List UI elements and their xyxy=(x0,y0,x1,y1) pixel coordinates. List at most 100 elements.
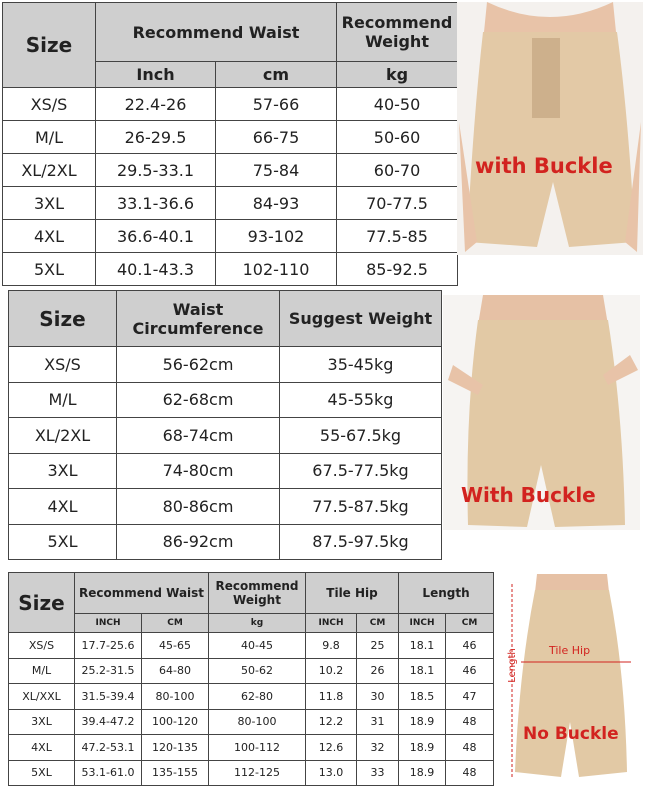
table-cell: 93-102 xyxy=(214,219,338,253)
table-cell: 40-45 xyxy=(208,632,306,659)
table-cell: 18.1 xyxy=(398,657,447,684)
table-cell: 45-55kg xyxy=(279,381,442,418)
table-cell: 70-77.5 xyxy=(336,186,459,220)
table-row: 4XL 80-86cm 77.5-87.5kg xyxy=(8,488,442,525)
photo-art xyxy=(497,572,643,788)
table-cell: 45-65 xyxy=(141,632,209,659)
table-row: 4XL 36.6-40.1 93-102 77.5-85 xyxy=(2,219,459,253)
table-cell: 17.7-25.6 xyxy=(74,632,142,659)
column-header: Size xyxy=(8,290,117,347)
table-cell: XL/2XL xyxy=(8,417,117,454)
sub-header: CM xyxy=(355,613,400,633)
table-cell: 31.5-39.4 xyxy=(74,683,142,710)
table-cell: 25 xyxy=(355,632,400,659)
sub-header: INCH xyxy=(74,613,142,633)
size-table-1: Size Recommend Waist Recommend Weight Inch c… xyxy=(2,2,459,286)
size-header: Size xyxy=(8,572,75,633)
table-cell: 26-29.5 xyxy=(95,120,216,154)
table-cell: 36.6-40.1 xyxy=(95,219,216,253)
table-cell: 84-93 xyxy=(214,186,338,220)
table-cell: 48 xyxy=(445,708,495,735)
table-cell: 112-125 xyxy=(208,759,306,786)
table-row: 5XL 53.1-61.0 135-155 112-125 13.0 33 18.9 48 xyxy=(8,759,495,786)
table-cell: 50-62 xyxy=(208,657,306,684)
table-cell: 102-110 xyxy=(214,252,338,286)
table-row: M/L 26-29.5 66-75 50-60 xyxy=(2,120,459,154)
table-row: 3XL 39.4-47.2 100-120 80-100 12.2 31 18.9 48 xyxy=(8,708,495,735)
sub-header: CM xyxy=(141,613,209,633)
table-cell: 77.5-85 xyxy=(336,219,459,253)
table-cell: 48 xyxy=(445,759,495,786)
table-cell: 10.2 xyxy=(305,657,357,684)
table-cell: 68-74cm xyxy=(116,417,280,454)
table-cell: 57-66 xyxy=(214,87,338,121)
table-cell: XL/XXL xyxy=(8,683,75,710)
table-cell: XL/2XL xyxy=(2,153,96,187)
table-cell: 26 xyxy=(355,657,400,684)
table-row: XL/2XL 29.5-33.1 75-84 60-70 xyxy=(2,153,459,187)
hip-label: Tile Hip xyxy=(549,644,591,657)
table-cell: 33 xyxy=(355,759,400,786)
size-table-2: Size Waist Circumference Suggest Weight XS/… xyxy=(8,290,442,560)
photo-label: With Buckle xyxy=(461,483,596,507)
table-cell: 18.9 xyxy=(398,734,447,761)
table-cell: 3XL xyxy=(8,452,117,489)
table-cell: 100-120 xyxy=(141,708,209,735)
table-row: XL/2XL 68-74cm 55-67.5kg xyxy=(8,417,442,454)
sub-header: INCH xyxy=(305,613,357,633)
table-cell: 3XL xyxy=(2,186,96,220)
table-cell: M/L xyxy=(8,657,75,684)
table-cell: 60-70 xyxy=(336,153,459,187)
table-cell: 39.4-47.2 xyxy=(74,708,142,735)
table-cell: 30 xyxy=(355,683,400,710)
sub-header: kg xyxy=(208,613,306,633)
table-row: INCH CM kg INCH CM INCH CM xyxy=(9,613,495,633)
sub-header: INCH xyxy=(398,613,447,633)
table-cell: 55-67.5kg xyxy=(279,417,442,454)
table-cell: XS/S xyxy=(8,632,75,659)
table-cell: 47.2-53.1 xyxy=(74,734,142,761)
table-row: M/L 25.2-31.5 64-80 50-62 10.2 26 18.1 46 xyxy=(8,657,495,684)
table-cell: 74-80cm xyxy=(116,452,280,489)
table-row: XS/S 56-62cm 35-45kg xyxy=(8,346,442,383)
table-cell: 120-135 xyxy=(141,734,209,761)
sub-header: cm xyxy=(214,61,338,88)
table-cell: 4XL xyxy=(2,219,96,253)
table-cell: 87.5-97.5kg xyxy=(279,523,442,560)
table-cell: 40.1-43.3 xyxy=(95,252,216,286)
size-table-3: Size Recommend Waist Recommend Weight Tile … xyxy=(8,572,495,786)
table-cell: 18.9 xyxy=(398,708,447,735)
table-cell: M/L xyxy=(2,120,96,154)
sub-header: CM xyxy=(445,613,495,633)
table-cell: 31 xyxy=(355,708,400,735)
table-cell: 22.4-26 xyxy=(95,87,216,121)
table-cell: 18.1 xyxy=(398,632,447,659)
table-cell: 29.5-33.1 xyxy=(95,153,216,187)
table-row: Size Recommend Waist Recommend Weight xyxy=(2,2,459,88)
table-cell: 5XL xyxy=(8,523,117,560)
sub-header: kg xyxy=(336,61,459,88)
table-cell: 5XL xyxy=(2,252,96,286)
table-row: 3XL 33.1-36.6 84-93 70-77.5 xyxy=(2,186,459,220)
table-cell: 80-100 xyxy=(141,683,209,710)
table-cell: 85-92.5 xyxy=(336,252,459,286)
table-cell: 12.6 xyxy=(305,734,357,761)
table-cell: 32 xyxy=(355,734,400,761)
table-cell: 4XL xyxy=(8,488,117,525)
table-cell: 53.1-61.0 xyxy=(74,759,142,786)
table-cell: 35-45kg xyxy=(279,346,442,383)
group-header: Length xyxy=(398,572,495,614)
table-row: XS/S 17.7-25.6 45-65 40-45 9.8 25 18.1 46 xyxy=(8,632,495,659)
sub-header: Inch xyxy=(95,61,216,88)
table-cell: 11.8 xyxy=(305,683,357,710)
table-row: XS/S 22.4-26 57-66 40-50 xyxy=(2,87,459,121)
photo-art xyxy=(443,295,640,530)
table-cell: 12.2 xyxy=(305,708,357,735)
table-row: XL/XXL 31.5-39.4 80-100 62-80 11.8 30 18.5 47 xyxy=(8,683,495,710)
length-label: Length xyxy=(506,648,518,683)
table-cell: 77.5-87.5kg xyxy=(279,488,442,525)
table-cell: M/L xyxy=(8,381,117,418)
table-cell: 5XL xyxy=(8,759,75,786)
group-header: Tile Hip xyxy=(304,572,400,614)
